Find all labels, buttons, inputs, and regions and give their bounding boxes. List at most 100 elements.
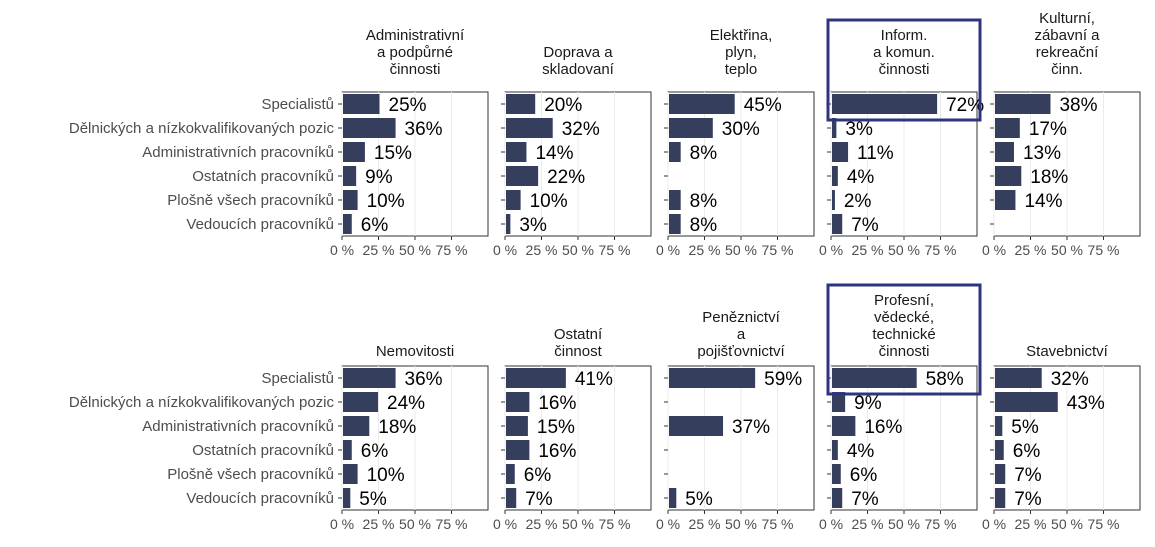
bar [343, 464, 358, 484]
x-tick-label: 0 % [330, 242, 354, 258]
panel-title: Nemovitosti [376, 343, 454, 360]
panel-title: vědecké, [874, 309, 934, 326]
panel: 0 % 25 % 50 % 75 % 36% 24% 18% 6% 10% 5% Nemovitos… [330, 343, 489, 532]
data-label: 36% [405, 369, 443, 390]
bar [995, 488, 1006, 508]
data-label: 25% [389, 95, 427, 116]
bar [506, 464, 515, 484]
bar [832, 464, 841, 484]
data-label: 16% [538, 441, 576, 462]
panel-title: skladovaní [542, 61, 615, 78]
data-label: 2% [844, 191, 872, 212]
x-tick-label: 50 % [399, 516, 431, 532]
bar [832, 368, 917, 388]
bar [343, 368, 396, 388]
x-tick-label: 75 % [762, 516, 794, 532]
panel-title: činnosti [879, 61, 930, 78]
data-label: 4% [847, 167, 875, 188]
data-label: 37% [732, 417, 770, 438]
bar [669, 368, 756, 388]
bar [832, 440, 838, 460]
x-tick-label: 50 % [399, 242, 431, 258]
panel: 0 % 25 % 50 % 75 % 41% 16% 15% 16% 6% 7% Ostatníči… [493, 326, 652, 532]
data-label: 7% [1014, 489, 1042, 510]
bar [669, 118, 713, 138]
panel-title: zábavní a [1034, 27, 1100, 44]
bar [995, 190, 1016, 210]
x-tick-label: 25 % [363, 516, 395, 532]
bar [832, 190, 835, 210]
data-label: 10% [530, 191, 568, 212]
x-tick-label: 25 % [1015, 516, 1047, 532]
category-label: Dělnických a nízkokvalifikovaných pozic [69, 394, 335, 411]
bar [506, 368, 566, 388]
panel-title: činnost [554, 343, 602, 360]
data-label: 5% [685, 489, 713, 510]
data-label: 20% [544, 95, 582, 116]
data-label: 18% [1030, 167, 1068, 188]
category-label: Plošně všech pracovníků [167, 192, 334, 209]
bar [343, 142, 365, 162]
bar [506, 214, 511, 234]
bar [995, 166, 1022, 186]
bar [669, 214, 681, 234]
panel: 0 % 25 % 50 % 75 % 58% 9% 16% 4% 6% 7% Profesní,vě… [819, 283, 982, 532]
x-tick-label: 75 % [925, 516, 957, 532]
panel-title: Profesní, [874, 292, 934, 309]
x-tick-label: 0 % [656, 242, 680, 258]
panel-title: Doprava a [543, 44, 613, 61]
data-label: 13% [1023, 143, 1061, 164]
panel: 0 % 25 % 50 % 75 %45%30%8%8%8%Elektřina,ply… [656, 27, 815, 258]
data-label: 15% [374, 143, 412, 164]
data-label: 36% [405, 119, 443, 140]
panel: 0 % 25 % 50 % 75 % 38% 17% 13% 18% 14% Kulturní,z… [982, 10, 1141, 258]
x-tick-label: 50 % [562, 242, 594, 258]
x-tick-label: 25 % [363, 242, 395, 258]
x-tick-label: 75 % [1088, 516, 1120, 532]
x-tick-label: 50 % [725, 516, 757, 532]
x-tick-label: 50 % [562, 516, 594, 532]
bar [506, 118, 553, 138]
bar [832, 142, 849, 162]
panel: 0 % 25 % 50 % 75 % 25% 36% 15% 9% 10% 6% Administr… [330, 27, 489, 258]
data-label: 8% [690, 143, 718, 164]
bar [506, 142, 527, 162]
category-label: Plošně všech pracovníků [167, 466, 334, 483]
bar [832, 166, 838, 186]
bar [832, 416, 856, 436]
x-tick-label: 0 % [493, 242, 517, 258]
category-label: Specialistů [261, 370, 334, 387]
panel-title: Administrativní [366, 27, 465, 44]
data-label: 7% [1014, 465, 1042, 486]
category-label: Administrativních pracovníků [142, 418, 334, 435]
x-tick-label: 50 % [888, 242, 920, 258]
bar [506, 488, 517, 508]
panel: 0 % 25 % 50 % 75 % 32% 43% 5% 6% 7% 7% Stavebnictv… [982, 343, 1141, 532]
x-tick-label: 25 % [526, 242, 558, 258]
bar [995, 440, 1004, 460]
data-label: 41% [575, 369, 613, 390]
data-label: 30% [722, 119, 760, 140]
category-label: Vedoucích pracovníků [186, 216, 334, 233]
panel-title: Elektřina, [710, 27, 773, 44]
x-tick-label: 0 % [330, 516, 354, 532]
data-label: 22% [547, 167, 585, 188]
panel-title: a komun. [873, 44, 935, 61]
data-label: 38% [1059, 95, 1097, 116]
panel-title: Inform. [881, 27, 928, 44]
data-label: 3% [845, 119, 873, 140]
data-label: 16% [538, 393, 576, 414]
bar [669, 416, 724, 436]
data-label: 6% [524, 465, 552, 486]
panel-title: a [737, 326, 746, 343]
x-tick-label: 75 % [1088, 242, 1120, 258]
panel-title: činnosti [879, 343, 930, 360]
data-label: 14% [535, 143, 573, 164]
data-label: 43% [1067, 393, 1105, 414]
category-label: Specialistů [261, 96, 334, 113]
bar [669, 94, 735, 114]
bar [669, 488, 677, 508]
data-label: 24% [387, 393, 425, 414]
category-label: Ostatních pracovníků [192, 442, 334, 459]
panel-title: Peněznictví [702, 309, 780, 326]
